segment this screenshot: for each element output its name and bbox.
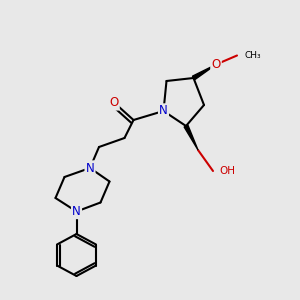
Text: O: O	[212, 58, 220, 71]
Text: N: N	[159, 104, 168, 118]
Text: OH: OH	[220, 166, 236, 176]
Text: N: N	[72, 205, 81, 218]
Text: CH₃: CH₃	[244, 51, 261, 60]
Polygon shape	[184, 125, 198, 150]
Text: O: O	[110, 96, 118, 110]
Text: N: N	[85, 161, 94, 175]
Polygon shape	[192, 64, 216, 80]
